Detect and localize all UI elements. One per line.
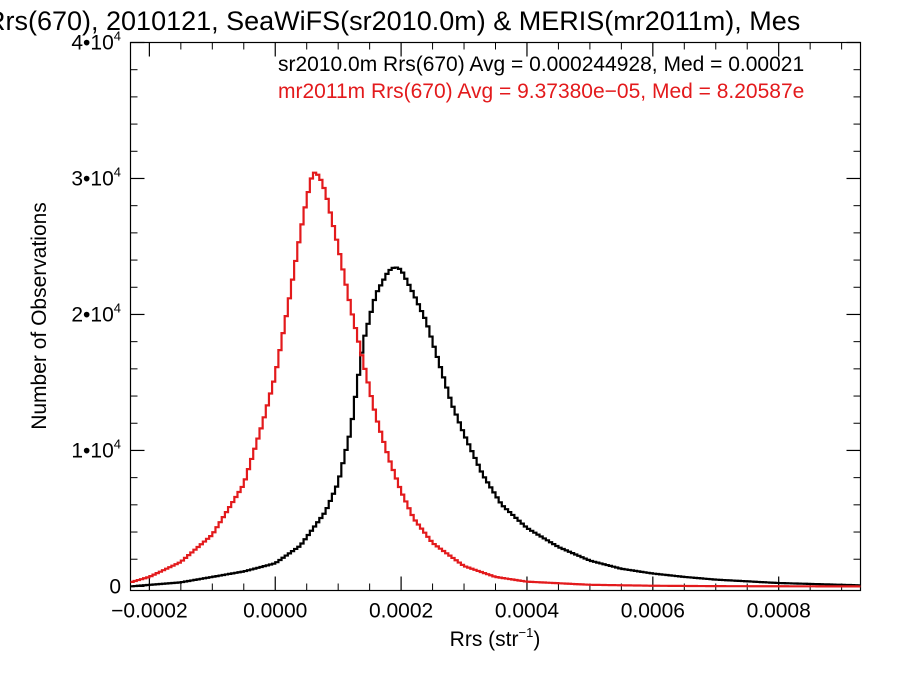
x-tick-label: 0.0004 bbox=[495, 600, 560, 623]
y-tick-label-mantissa: 0 bbox=[109, 575, 121, 598]
y-tick-label-mantissa: 1•10 bbox=[71, 439, 113, 462]
y-tick-label-exponent: 4 bbox=[114, 300, 121, 315]
series-layer bbox=[130, 171, 861, 588]
chart-title: Rrs(670), 2010121, SeaWiFS(sr2010.0m) & … bbox=[0, 6, 800, 36]
series-line-2 bbox=[130, 171, 861, 588]
y-tick-label: 3•104 bbox=[71, 164, 121, 190]
x-axis-label-main: Rrs (str bbox=[450, 628, 519, 651]
y-tick-label: 1•104 bbox=[71, 436, 121, 462]
x-axis-label-sup: −1 bbox=[519, 625, 534, 640]
x-tick-label: 0.0006 bbox=[621, 600, 685, 623]
x-tick-label: 0.0002 bbox=[369, 600, 433, 623]
series-line-1 bbox=[130, 266, 861, 588]
y-tick-label-exponent: 4 bbox=[114, 29, 121, 44]
y-tick-label: 4•104 bbox=[71, 29, 121, 55]
x-axis-label-end: ) bbox=[533, 628, 540, 651]
x-tick-label: 0.0008 bbox=[747, 600, 811, 623]
y-tick-label-mantissa: 3•10 bbox=[71, 167, 113, 190]
plot-frame bbox=[129, 41, 862, 592]
x-tick-label: −0.0002 bbox=[111, 600, 188, 623]
legend-entry-1: sr2010.0m Rrs(670) Avg = 0.000244928, Me… bbox=[278, 53, 804, 76]
y-tick-label-exponent: 4 bbox=[114, 164, 121, 179]
y-tick-label-exponent: 4 bbox=[114, 436, 121, 451]
y-axis-label: Number of Observations bbox=[28, 202, 51, 430]
x-axis-ticks: −0.0002 0.0000 0.0002 0.0004 0.0006 0.0008 bbox=[111, 42, 843, 623]
y-tick-label: 2•104 bbox=[71, 300, 121, 326]
y-tick-label-mantissa: 2•10 bbox=[71, 303, 113, 326]
y-tick-label-mantissa: 4•10 bbox=[71, 32, 113, 55]
legend-entry-2: mr2011m Rrs(670) Avg = 9.37380e−05, Med … bbox=[278, 80, 804, 103]
x-tick-label: 0.0000 bbox=[243, 600, 307, 623]
y-tick-label: 0 bbox=[109, 575, 121, 598]
x-axis-label: Rrs (str−1) bbox=[450, 625, 541, 651]
